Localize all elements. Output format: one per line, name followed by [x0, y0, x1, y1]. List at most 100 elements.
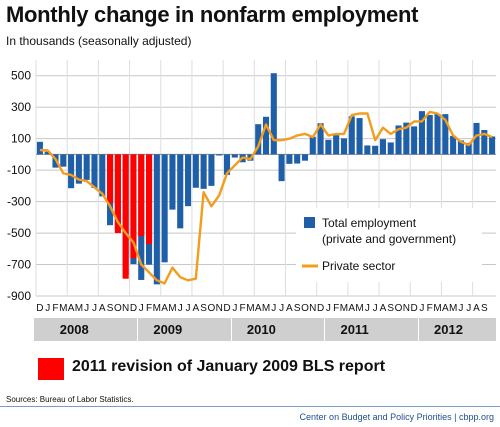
bar-revision	[130, 154, 137, 259]
bar-total-employment	[340, 138, 348, 155]
x-tick-label: A	[161, 303, 168, 314]
x-tick-label: M	[168, 303, 176, 314]
chart-subtitle: In thousands (seasonally adjusted)	[6, 34, 192, 48]
x-tick-label: M	[75, 303, 83, 314]
y-tick-label: -100	[7, 163, 31, 177]
year-label: 2008	[59, 322, 89, 337]
source-note: Sources: Bureau of Labor Statistics.	[6, 395, 134, 404]
x-tick-label: A	[473, 303, 480, 314]
y-tick-label: -500	[7, 226, 31, 240]
chart-title: Monthly change in nonfarm employment	[6, 2, 419, 27]
bar-total-employment	[177, 154, 184, 229]
bar-total-employment	[278, 154, 285, 182]
bar-total-employment	[434, 113, 441, 155]
bar-total-employment	[153, 154, 160, 285]
bar-total-employment	[36, 141, 43, 155]
bar-total-employment	[426, 114, 433, 155]
x-tick-label: N	[309, 303, 316, 314]
x-tick-label: J	[92, 303, 97, 314]
x-tick-label: J	[186, 303, 191, 314]
y-tick-label: 100	[11, 132, 31, 146]
x-tick-label: J	[45, 303, 50, 314]
bar-total-employment	[216, 154, 223, 156]
x-tick-label: J	[178, 303, 183, 314]
x-tick-label: D	[130, 303, 137, 314]
year-divider	[230, 318, 232, 341]
bar-revision	[138, 154, 145, 237]
line-private-sector	[39, 110, 493, 285]
x-tick-label: A	[68, 303, 75, 314]
x-tick-label: D	[223, 303, 230, 314]
x-tick-label: J	[326, 303, 331, 314]
x-tick-label: F	[333, 303, 339, 314]
x-tick-label: S	[481, 303, 488, 314]
x-tick-label: S	[107, 303, 114, 314]
bar-total-employment	[317, 123, 324, 155]
year-divider	[418, 318, 420, 341]
bar-total-employment	[60, 154, 67, 167]
x-tick-label: A	[380, 303, 387, 314]
legend-swatch-total	[304, 217, 315, 228]
year-label: 2011	[340, 322, 369, 337]
year-label: 2012	[434, 322, 463, 337]
bar-total-employment	[403, 122, 410, 155]
x-tick-label: O	[301, 303, 309, 314]
x-tick-label: A	[442, 303, 449, 314]
x-tick-label: A	[255, 303, 262, 314]
bar-total-employment	[450, 135, 457, 155]
bar-total-employment	[75, 154, 82, 184]
bar-total-employment	[348, 116, 355, 155]
bar-total-employment	[99, 154, 106, 197]
credit-line: Center on Budget and Policy Priorities |…	[299, 412, 494, 422]
year-divider	[324, 318, 326, 341]
x-tick-label: N	[122, 303, 129, 314]
y-tick-label: -900	[7, 289, 31, 303]
y-tick-label: -700	[7, 258, 31, 272]
bar-total-employment	[309, 136, 316, 155]
x-tick-label: M	[449, 303, 457, 314]
bar-total-employment	[200, 154, 207, 189]
bar-total-employment	[333, 135, 340, 155]
x-tick-label: M	[153, 303, 161, 314]
bar-total-employment	[489, 136, 496, 155]
bar-total-employment	[161, 154, 168, 263]
x-tick-label: J	[373, 303, 378, 314]
x-tick-label: J	[271, 303, 276, 314]
bar-total-employment	[44, 151, 51, 155]
y-tick-label: 300	[11, 100, 31, 114]
revision-annotation: 2011 revision of January 2009 BLS report	[72, 358, 386, 375]
bar-total-employment	[379, 139, 386, 155]
x-tick-label: F	[52, 303, 58, 314]
year-label: 2009	[153, 322, 183, 337]
x-tick-label: O	[208, 303, 216, 314]
x-tick-label: J	[232, 303, 237, 314]
x-tick-label: N	[403, 303, 410, 314]
bar-total-employment	[262, 116, 270, 155]
x-tick-label: M	[262, 303, 270, 314]
x-tick-label: S	[200, 303, 207, 314]
year-divider	[137, 318, 139, 341]
bar-total-employment	[208, 154, 215, 186]
bar-total-employment	[83, 154, 90, 180]
x-tick-label: A	[99, 303, 106, 314]
bar-revision	[146, 154, 153, 245]
bar-total-employment	[411, 126, 418, 155]
x-tick-label: A	[286, 303, 293, 314]
x-tick-label: D	[317, 303, 324, 314]
legend-label-private: Private sector	[322, 259, 395, 273]
x-tick-label: J	[458, 303, 463, 314]
bar-total-employment	[418, 111, 425, 155]
x-tick-label: F	[427, 303, 433, 314]
bar-total-employment	[372, 145, 379, 155]
revision-swatch	[38, 358, 64, 380]
x-tick-label: O	[114, 303, 122, 314]
legend-label-total: Total employment	[322, 216, 417, 230]
bar-total-employment	[325, 139, 332, 155]
x-tick-label: M	[433, 303, 441, 314]
x-tick-label: J	[419, 303, 424, 314]
x-tick-label: S	[294, 303, 301, 314]
x-tick-label: D	[36, 303, 43, 314]
x-tick-label: M	[355, 303, 363, 314]
